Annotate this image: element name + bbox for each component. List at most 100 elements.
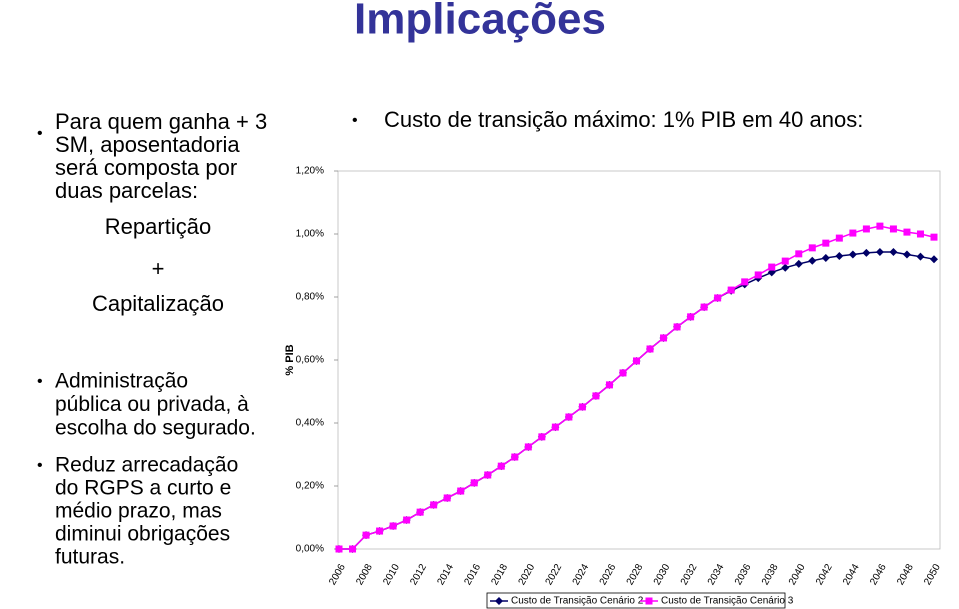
series-line — [339, 251, 935, 550]
bullet-text: escolha do segurado. — [55, 417, 256, 440]
legend-box — [486, 592, 786, 609]
point — [403, 516, 411, 524]
point — [660, 334, 668, 342]
point — [619, 369, 627, 377]
y-tick-label: 1,00% — [296, 229, 324, 240]
point — [889, 225, 897, 233]
point — [673, 323, 681, 331]
point — [821, 253, 830, 262]
point — [903, 228, 911, 236]
point — [902, 250, 911, 259]
x-tick-label: 2022 — [544, 562, 565, 587]
point — [849, 229, 857, 237]
point — [781, 257, 789, 265]
chart-title: Custo de transição máximo: 1% PIB em 40 … — [384, 107, 863, 132]
point — [538, 433, 546, 441]
legend-label: Custo de Transição Cenário 3 — [661, 596, 794, 607]
series-line — [339, 225, 935, 550]
x-tick-label: 2050 — [922, 562, 943, 587]
x-tick-label: 2036 — [733, 562, 754, 587]
x-tick-label: 2030 — [652, 562, 673, 587]
point — [592, 392, 600, 400]
point — [687, 313, 695, 321]
sub-item: Capitalização — [92, 291, 224, 316]
bullet: • — [352, 112, 358, 129]
x-tick-label: 2038 — [760, 562, 781, 587]
point — [768, 263, 776, 271]
point — [524, 443, 532, 451]
x-tick-label: 2032 — [679, 562, 700, 587]
y-axis-label: % PIB — [284, 344, 296, 375]
x-tick-label: 2012 — [408, 562, 429, 587]
y-tick-label: 1,20% — [296, 166, 324, 177]
legend-marker — [495, 597, 503, 605]
point — [808, 244, 816, 252]
sub-item: + — [152, 256, 165, 281]
point — [862, 248, 871, 257]
bullet-text: duas parcelas: — [55, 178, 198, 203]
bullet: • — [37, 457, 43, 474]
point — [741, 278, 749, 286]
point — [754, 271, 762, 279]
point — [578, 403, 586, 411]
point — [551, 423, 559, 431]
point — [430, 501, 438, 509]
x-tick-label: 2010 — [381, 562, 402, 587]
point — [727, 286, 735, 294]
bullet: • — [37, 373, 43, 390]
x-tick-label: 2040 — [787, 562, 808, 587]
point — [646, 345, 654, 353]
point — [875, 247, 884, 256]
point — [362, 531, 370, 539]
point — [781, 263, 790, 272]
y-tick-label: 0,60% — [296, 355, 324, 366]
x-tick-label: 2024 — [571, 562, 592, 587]
point — [916, 230, 924, 238]
x-tick-label: 2016 — [462, 562, 483, 587]
point — [795, 250, 803, 258]
point — [889, 247, 898, 256]
bullet-text: médio prazo, mas — [55, 500, 222, 523]
point — [511, 453, 519, 461]
point — [876, 222, 884, 230]
bullet: • — [37, 125, 43, 142]
slide-title: Implicações — [354, 0, 606, 44]
point — [416, 508, 424, 516]
point — [916, 252, 925, 261]
x-tick-label: 2018 — [490, 562, 511, 587]
point — [930, 233, 938, 241]
point — [497, 462, 505, 470]
x-tick-label: 2008 — [354, 562, 375, 587]
point — [443, 494, 451, 502]
point — [605, 381, 613, 389]
x-tick-label: 2034 — [706, 562, 727, 587]
point — [349, 545, 357, 553]
legend-marker — [645, 597, 653, 605]
point — [822, 239, 830, 247]
point — [862, 225, 870, 233]
x-tick-label: 2048 — [895, 562, 916, 587]
point — [930, 255, 938, 264]
x-tick-label: 2006 — [327, 562, 348, 587]
legend-label: Custo de Transição Cenário 2 — [511, 596, 644, 607]
sub-item: Repartição — [105, 214, 211, 239]
bullet-text: SM, aposentadoria — [55, 132, 240, 157]
y-tick-label: 0,80% — [296, 292, 324, 303]
point — [484, 471, 492, 479]
x-tick-label: 2014 — [435, 562, 456, 587]
point — [794, 259, 803, 268]
bullet-text: pública ou privada, à — [55, 393, 249, 416]
point — [389, 522, 397, 530]
point — [633, 357, 640, 365]
x-tick-label: 2042 — [814, 562, 835, 587]
bullet-text: será composta por — [55, 155, 237, 180]
bullet-text: futuras. — [55, 546, 125, 569]
x-tick-label: 2046 — [868, 562, 889, 587]
point — [808, 256, 817, 265]
y-tick-label: 0,00% — [296, 544, 324, 555]
point — [700, 303, 708, 311]
point — [457, 487, 465, 495]
point — [835, 234, 843, 242]
bullet-text: Para quem ganha + 3 — [55, 109, 267, 134]
